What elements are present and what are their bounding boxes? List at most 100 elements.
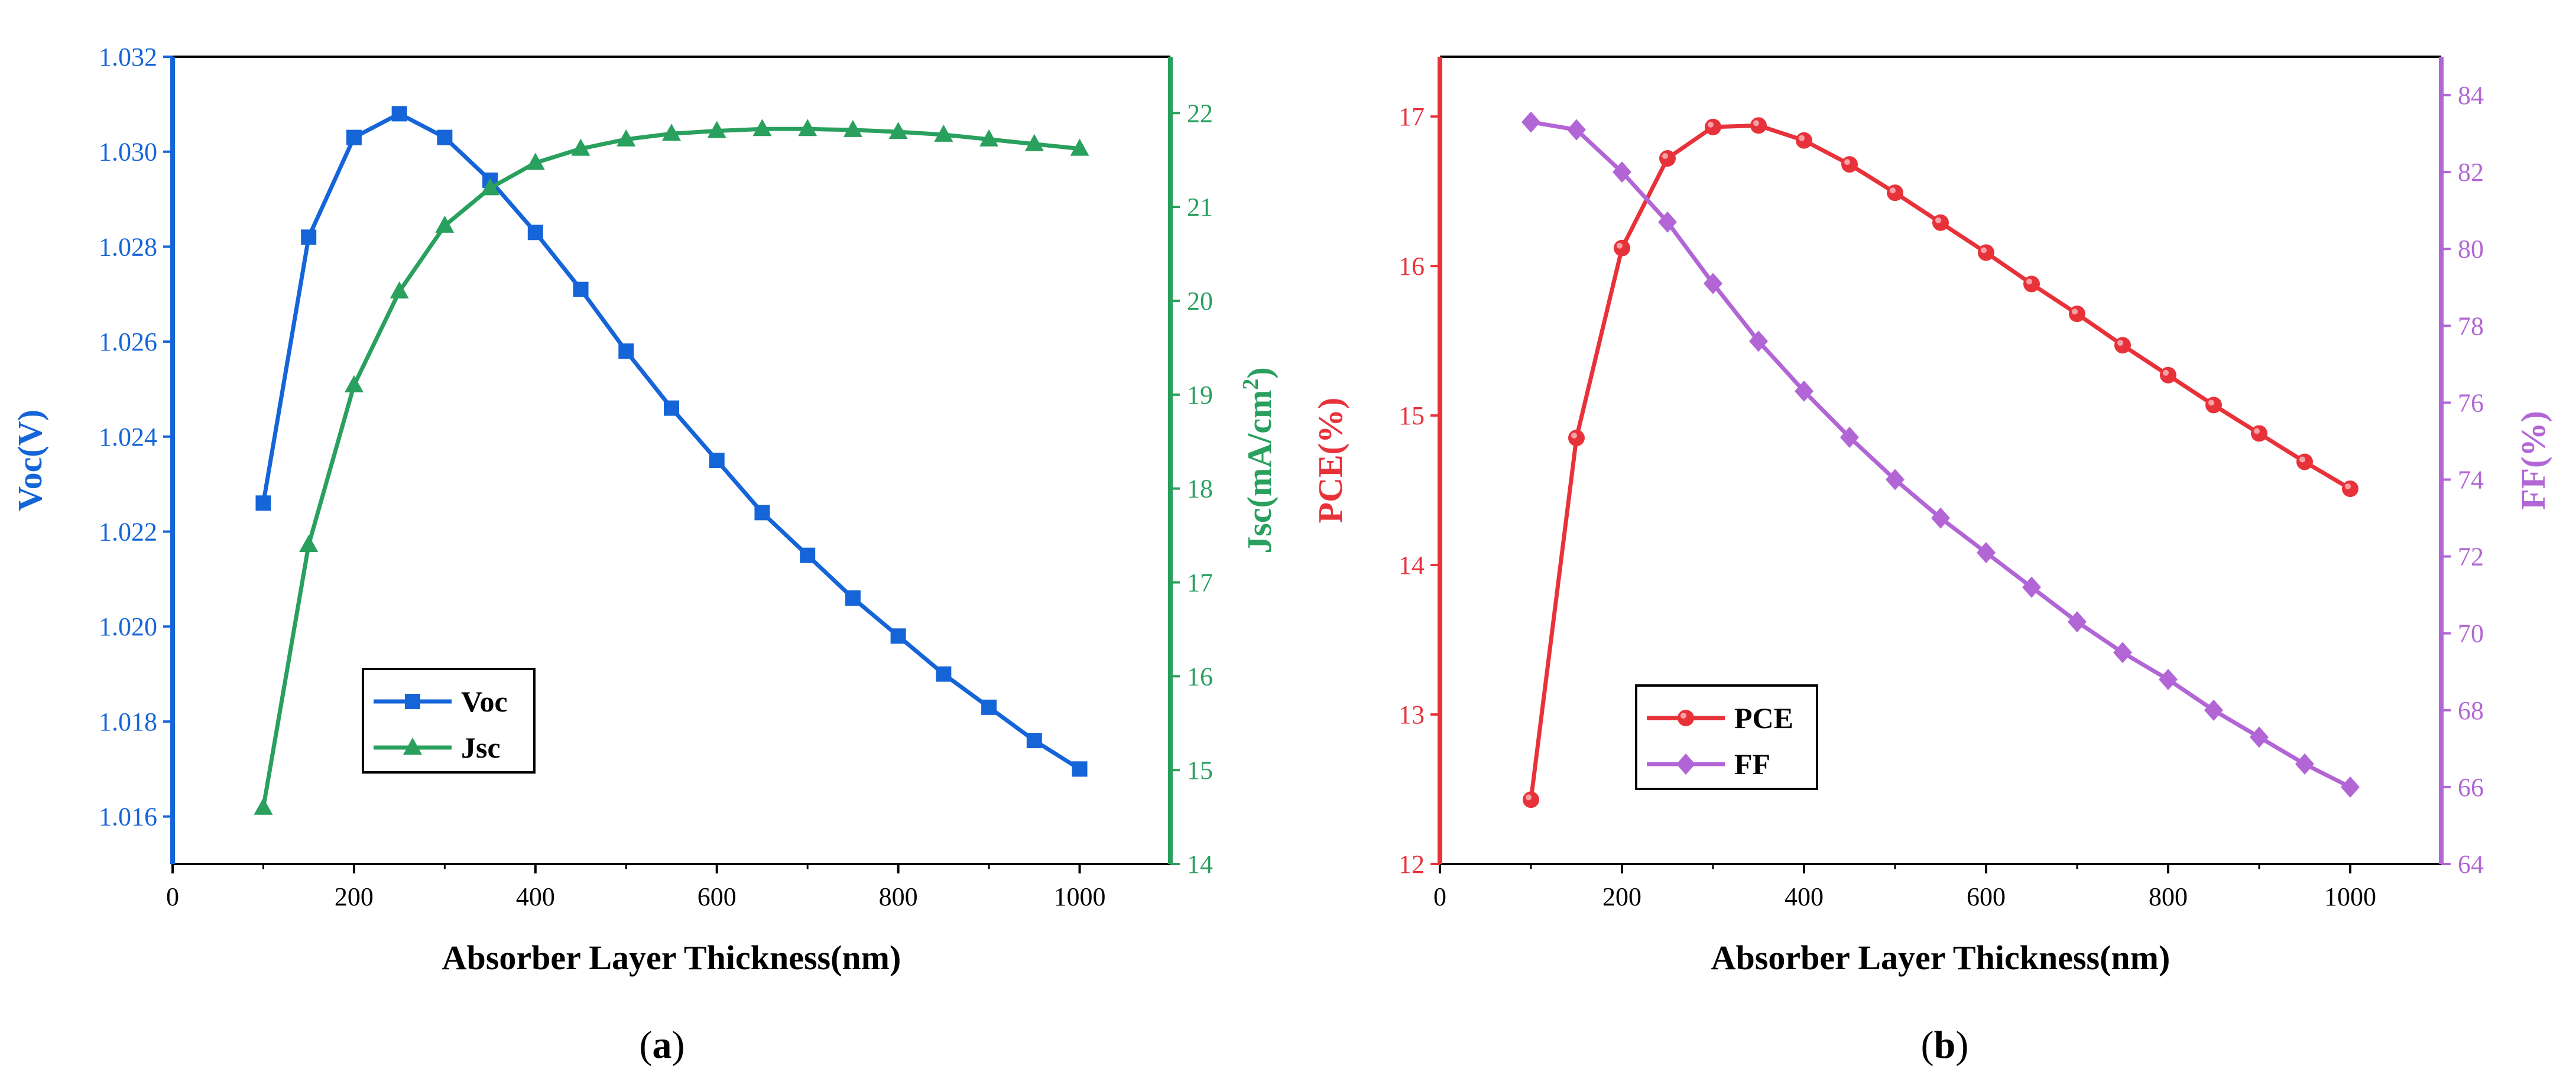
caption-open: ( [640,1024,653,1067]
right-y-tick-label: 20 [1187,287,1213,316]
left-y-tick-label: 17 [1399,102,1425,131]
voc-point [754,505,770,521]
legend-voc-marker [405,694,420,709]
left-y-tick-label: 12 [1399,850,1425,879]
jsc-point [662,124,681,141]
ff-point [2204,699,2223,721]
pce-point [1659,150,1676,167]
left-y-axis-title: Voc(V) [11,410,49,511]
jsc-point [798,119,817,137]
left-y-tick-label: 1.020 [99,612,157,641]
caption-letter: a [653,1024,672,1067]
legend-jsc-marker [403,738,422,755]
legend-ff-label: FF [1734,748,1770,781]
x-tick-label: 400 [1785,882,1824,911]
pce-point [2160,366,2176,384]
left-y-tick-label: 1.018 [99,707,157,736]
voc-point [346,129,362,145]
right-y-tick-label: 66 [2458,773,2484,802]
x-tick-label: 600 [697,882,737,911]
pce-point [1932,214,1949,231]
x-axis-title: Absorber Layer Thickness(nm) [442,938,901,977]
pce-point-highlight [2072,308,2078,315]
right-y-tick-label: 19 [1187,381,1213,410]
legend-pce-marker-highlight [1680,713,1686,719]
x-tick-label: 800 [2149,882,2188,911]
right-y-tick-label: 78 [2458,311,2484,340]
right-y-tick-label: 64 [2458,850,2484,879]
voc-point [845,590,861,606]
jsc-point [752,119,772,137]
voc-point [709,453,725,468]
right-y-tick-label: 74 [2458,466,2484,495]
legend-box [362,668,536,774]
ff-point [2250,726,2269,748]
ff-point [2295,753,2314,775]
jsc-point [1024,134,1044,151]
x-tick-label: 1000 [1054,882,1106,911]
right-y-tick-label: 15 [1187,756,1213,785]
voc-point [391,106,407,122]
voc-point [800,547,816,563]
pce-point-highlight [1571,433,1577,439]
jsc-point [1070,138,1089,156]
pce-point [1978,244,1994,261]
pce-point-highlight [1662,153,1668,160]
pce-point-highlight [1799,135,1805,141]
ff-point [1658,211,1677,233]
right-y-tick-label: 72 [2458,542,2484,571]
right-y-tick-label: 21 [1187,193,1213,222]
pce-point [2296,453,2313,470]
jsc-point [888,122,908,139]
right-y-axis-title: Jsc(mA/cm2) [1238,367,1279,553]
ff-point [1840,426,1859,448]
left-y-tick-label: 1.026 [99,327,157,356]
left-y-axis-title: PCE(%) [1311,398,1349,524]
pce-point-highlight [2163,369,2169,376]
left-y-tick-label: 13 [1399,700,1425,729]
x-tick-label: 600 [1967,882,2006,911]
voc-point [618,343,634,359]
voc-point [1026,733,1042,749]
legend-voc-label: Voc [461,685,508,718]
jsc-point [525,152,545,170]
pce-point [1614,239,1630,256]
caption-close: ) [672,1024,685,1067]
voc-point [664,400,679,416]
voc-point [890,628,906,644]
pce-point-highlight [1844,159,1850,165]
ff-point [1613,161,1631,183]
right-y-axis-title-main: Jsc(mA/cm [1240,390,1279,554]
x-tick-label: 200 [1602,882,1641,911]
caption-close: ) [1955,1024,1968,1067]
x-tick-label: 200 [335,882,374,911]
pce-point-highlight [1708,121,1714,128]
caption-letter: b [1934,1024,1956,1067]
jsc-point [390,281,409,299]
series-jsc [254,119,1089,815]
legend-jsc-label: Jsc [461,731,501,764]
right-y-tick-label: 82 [2458,158,2484,187]
left-y-tick-label: 1.032 [99,43,157,72]
x-axis-title: Absorber Layer Thickness(nm) [1711,938,2171,977]
pce-point [2023,275,2040,293]
chart-a: 0 200 400 600 800 1000 1.016 1.018 1.020 1.022 1.0… [11,43,1279,1067]
jsc-point [571,138,591,156]
right-y-axis-title-superscript: 2 [1238,379,1263,390]
pce-point [2342,480,2358,498]
left-y-tick-label: 1.030 [99,138,157,167]
jsc-point [481,178,500,196]
ff-point [2159,668,2178,690]
pce-point [1523,791,1539,808]
ff-point [1795,380,1813,402]
right-y-tick-label: 84 [2458,81,2484,110]
jsc-point [707,121,726,138]
voc-point [437,129,453,145]
chart-b: 0 200 400 600 800 1000 12 13 14 15 16 17 64 66 68 70 72 7… [1311,56,2552,1067]
jsc-point [299,534,319,552]
pce-point-highlight [2254,428,2260,434]
jsc-point [435,215,455,233]
pce-point [2069,306,2085,323]
pce-point-highlight [2208,399,2214,406]
ff-point [2341,776,2360,798]
